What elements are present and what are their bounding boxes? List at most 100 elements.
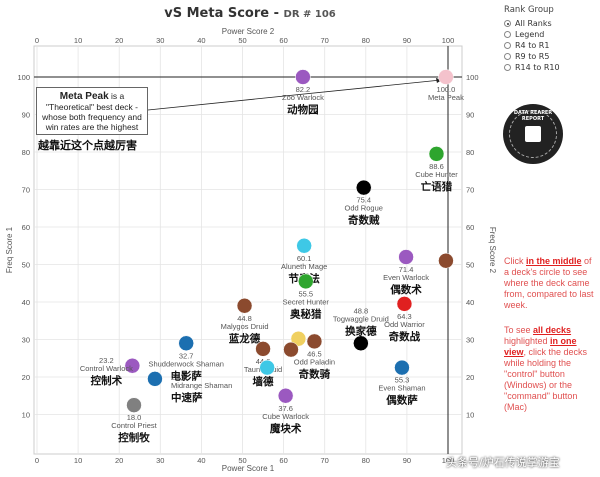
chart-title: vS Meta Score - DR # 106 [0,6,500,21]
rank-option-r14-r10[interactable]: R14 to R10 [504,62,599,73]
y-tick-label: 100 [17,73,30,82]
meta-peak-note: Meta Peak is a "Theoretical" best deck -… [36,87,148,135]
deck-cn-label: 动物园 [287,103,319,116]
deck-point[interactable] [438,69,454,85]
deck-cn-label: 奇数骑 [299,367,331,380]
deck-point[interactable] [147,371,163,387]
y2-tick-label: 50 [466,261,474,270]
deck-value-label: 37.6 [278,404,293,413]
deck-point[interactable] [353,335,369,351]
deck-point[interactable] [428,146,445,162]
y2-tick-label: 40 [466,298,474,307]
y2-tick-label: 80 [466,148,474,157]
y-tick-label: 70 [22,186,30,195]
deck-value-label: 88.6 [429,162,444,171]
deck-point[interactable] [178,335,194,351]
x-tick-label: 40 [197,456,205,465]
rank-option-legend[interactable]: Legend [504,29,599,40]
logo-ring-icon [509,110,557,158]
deck-point[interactable] [277,388,294,404]
meta-peak-arrow [147,79,441,111]
deck-cn-label: 控制术 [91,374,123,387]
rank-group-panel: Rank Group All Ranks Legend R4 to R1 R9 … [504,5,599,73]
instruction-all-a: To see [504,325,534,335]
y2-tick-label: 70 [466,186,474,195]
watermark: 头条号/炉石传说掌游宝 [446,456,560,469]
chart-title-text: vS Meta Score - [164,6,284,21]
x2-tick-label: 80 [362,36,370,45]
deck-name-label: Odd Paladin [294,357,335,366]
deck-value-label: 32.7 [179,351,194,360]
instruction-all-d: in one view [504,336,577,357]
deck-cn-label: 魔块术 [270,422,302,435]
deck-value-label: 55.3 [395,376,410,385]
x-tick-label: 30 [156,456,164,465]
instruction-all-decks: To see all decks highlighted in one view… [504,325,596,413]
meta-peak-note-title: Meta Peak [59,91,109,102]
radio-selected-icon[interactable] [504,20,511,27]
radio-icon[interactable] [504,31,511,38]
deck-point[interactable] [124,358,141,374]
deck-point[interactable] [398,249,414,265]
x-tick-label: 90 [403,456,411,465]
deck-point[interactable] [126,397,142,413]
instruction-all-e: , click the decks while holding the "con… [504,347,588,412]
instruction-click-a: Click [504,256,526,266]
x-tick-label: 50 [238,456,246,465]
deck-value-label: 46.5 [307,349,322,358]
x-tick-label: 80 [362,456,370,465]
y2-tick-label: 60 [466,223,474,232]
meta-peak-note-body3: whose both frequency and [42,112,142,122]
deck-point[interactable] [255,341,271,357]
deck-name-label: Shudderwock Shaman [148,359,223,368]
rank-option-all-ranks[interactable]: All Ranks [504,18,599,29]
deck-value-label: 44.8 [237,314,252,323]
deck-point[interactable] [290,331,307,347]
deck-point[interactable] [295,69,311,85]
radio-icon[interactable] [504,53,511,60]
deck-name-label: Meta Peak [428,93,464,102]
y-tick-label: 80 [22,148,30,157]
deck-point[interactable] [259,359,275,376]
deck-point[interactable] [396,296,413,312]
deck-point[interactable] [355,179,372,196]
deck-name-label: Control Warlock [80,364,133,373]
instruction-click-c: of a deck's circle to see where the deck… [504,256,594,310]
deck-point[interactable] [236,298,253,314]
rank-option-r4-r1[interactable]: R4 to R1 [504,40,599,51]
y-axis-title: Freq Score 1 [5,226,14,273]
y2-tick-label: 10 [466,411,474,420]
deck-point[interactable] [283,341,299,358]
deck-point[interactable] [306,333,323,350]
instruction-all-b: all decks [533,325,572,335]
deck-point[interactable] [298,273,314,290]
deck-value-label: 100.0 [437,85,456,94]
radio-icon[interactable] [504,42,511,49]
deck-cn-label: 偶数萨 [385,394,418,407]
x-tick-label: 0 [35,456,39,465]
deck-cn-label: 偶数术 [389,283,422,296]
x2-tick-label: 100 [442,36,455,45]
deck-value-label: 60.1 [297,254,312,263]
deck-point[interactable] [438,253,454,269]
deck-name-label: Cube Hunter [415,170,458,179]
rank-option-label: Legend [515,30,545,39]
deck-name-label: Even Shaman [378,384,425,393]
deck-point[interactable] [296,238,312,254]
x2-tick-label: 10 [74,36,82,45]
y2-tick-label: 30 [466,336,474,345]
deck-name-label: Control Priest [111,421,157,430]
y2-axis-title: Freq Score 2 [488,227,497,274]
y-tick-label: 20 [22,373,30,382]
x-tick-label: 10 [74,456,82,465]
meta-peak-note-body1: is a [108,91,125,101]
rank-option-label: R14 to R10 [515,63,560,72]
rank-option-r9-r5[interactable]: R9 to R5 [504,51,599,62]
x-tick-label: 70 [321,456,329,465]
x2-tick-label: 70 [321,36,329,45]
deck-point[interactable] [394,359,410,376]
x2-tick-label: 40 [197,36,205,45]
deck-cn-label: 亡语猎 [421,180,453,193]
radio-icon[interactable] [504,64,511,71]
deck-name-label: Odd Rogue [345,204,383,213]
